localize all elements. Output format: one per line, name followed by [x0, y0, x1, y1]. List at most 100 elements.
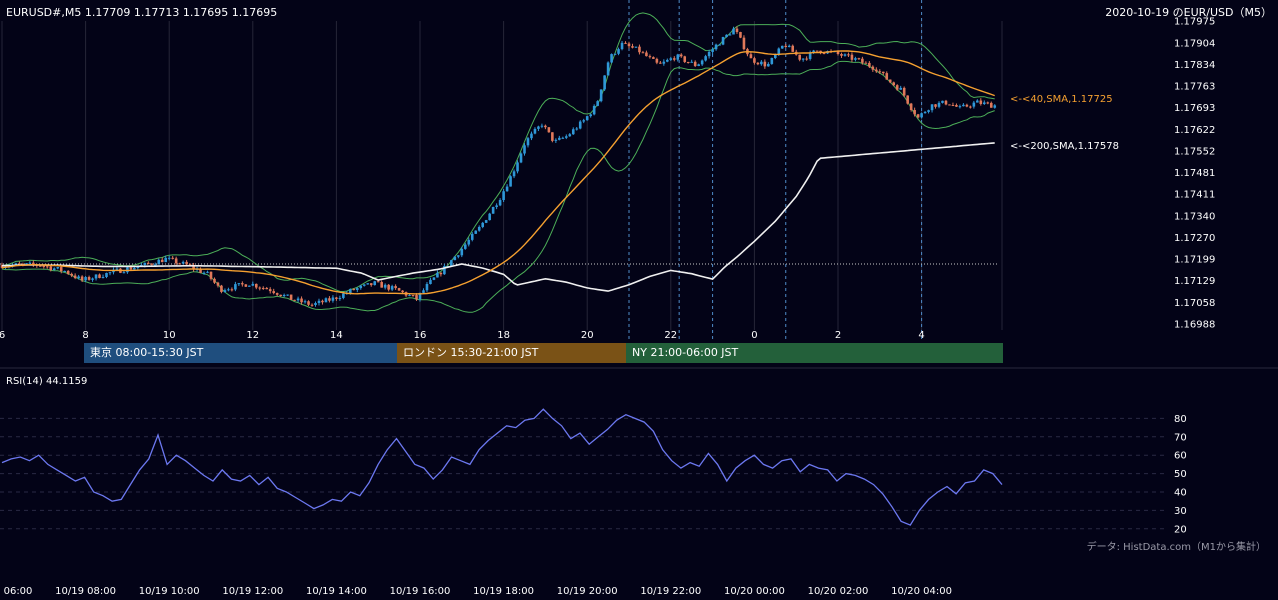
candle-body [735, 28, 739, 32]
candle-body [659, 62, 662, 64]
hour-tick-label: 12 [246, 330, 259, 341]
candle-body [153, 264, 157, 266]
candle-body [544, 125, 547, 128]
candle-body [495, 205, 498, 207]
candle-body [425, 284, 429, 291]
candle-body [80, 276, 84, 281]
candle-body [387, 284, 390, 290]
time-tick-label: 10/19 22:00 [640, 586, 701, 597]
candle-body [352, 289, 356, 291]
time-tick-label: 10/19 10:00 [139, 586, 200, 597]
time-tick-label: 10/19 20:00 [557, 586, 618, 597]
price-tick-label: 1.17552 [1174, 146, 1215, 157]
candle-body [718, 44, 721, 46]
candle-body [42, 265, 46, 267]
candle-body [443, 266, 446, 275]
hour-tick-label: 6 [0, 330, 5, 341]
candle-body [519, 153, 523, 163]
price-axis: 1.17975 1.17904 1.17834 1.17763 1.17693 1.176… [1174, 17, 1215, 331]
candle-body [133, 267, 136, 270]
candle-body [314, 303, 317, 305]
candle-body [787, 45, 791, 48]
candle-body [568, 134, 572, 137]
candle-body [272, 291, 275, 294]
candle-body [63, 270, 66, 272]
candle-body [920, 113, 923, 118]
candle-body [551, 132, 554, 141]
candle-body [923, 111, 927, 114]
candle-body [415, 295, 418, 300]
candle-body [87, 277, 91, 280]
candle-body [624, 42, 627, 44]
hour-tick-label: 22 [664, 330, 677, 341]
candle-body [972, 102, 976, 107]
candle-body [955, 105, 958, 107]
session-ny-label: NY 21:00-06:00 JST [632, 346, 739, 359]
candle-body [28, 262, 32, 264]
candle-body [39, 265, 42, 267]
candle-body [878, 71, 882, 73]
candle-body [976, 100, 979, 103]
candle-body [331, 297, 335, 301]
candle-body [523, 145, 526, 154]
candle-body [767, 63, 770, 67]
rsi-tick-label: 80 [1174, 414, 1187, 425]
candle-body [380, 282, 383, 288]
candle-body [585, 116, 589, 121]
candle-body [362, 284, 366, 286]
candle-body [199, 268, 202, 273]
time-tick-label: 10/20 04:00 [891, 586, 952, 597]
candle-body [268, 289, 272, 292]
candle-body [693, 61, 697, 66]
candle-body [49, 266, 53, 271]
symbol-line: EURUSD#,M5 1.17709 1.17713 1.17695 1.176… [6, 6, 277, 19]
price-tick-label: 1.17270 [1174, 233, 1215, 244]
rsi-tick-label: 70 [1174, 432, 1187, 443]
candle-body [498, 200, 502, 206]
hour-tick-label: 8 [82, 330, 88, 341]
candle-body [349, 289, 352, 294]
candle-body [73, 275, 77, 279]
hour-tick-label: 2 [835, 330, 841, 341]
candle-body [279, 294, 282, 297]
candle-body [840, 53, 843, 56]
candle-body [289, 294, 293, 300]
candle-body [801, 58, 805, 60]
candle-body [366, 283, 370, 285]
session-ny: NY 21:00-06:00 JST [626, 343, 1003, 363]
candle-body [864, 62, 868, 64]
session-tokyo: 東京 08:00-15:30 JST [84, 343, 397, 363]
candle-body [66, 270, 70, 274]
candle-body [488, 213, 491, 221]
candle-body [422, 290, 425, 293]
candle-body [704, 56, 707, 61]
candle-body [432, 277, 436, 280]
candle-body [742, 37, 746, 50]
candle-body [666, 59, 669, 62]
candle-body [847, 54, 850, 56]
candle-body [303, 301, 307, 303]
candle-body [749, 54, 753, 59]
candle-body [714, 44, 718, 50]
candle-body [359, 285, 363, 289]
candle-body [373, 281, 377, 286]
price-tick-label: 1.17199 [1174, 255, 1215, 266]
candle-body [310, 304, 314, 306]
candle-body [209, 271, 213, 279]
rsi-line [1, 408, 1003, 526]
candle-body [328, 298, 331, 301]
candle-body [707, 51, 711, 57]
candle-body [338, 297, 342, 299]
hour-tick-label: 0 [751, 330, 757, 341]
candle-body [561, 137, 565, 139]
candle-body [613, 53, 617, 55]
candle-body [286, 294, 289, 296]
candle-body [575, 128, 579, 130]
candle-body [554, 139, 558, 141]
candle-body [732, 28, 735, 35]
candle-body [91, 278, 94, 280]
candle-body [965, 104, 969, 107]
candle-body [662, 61, 666, 64]
candle-body [14, 263, 18, 265]
